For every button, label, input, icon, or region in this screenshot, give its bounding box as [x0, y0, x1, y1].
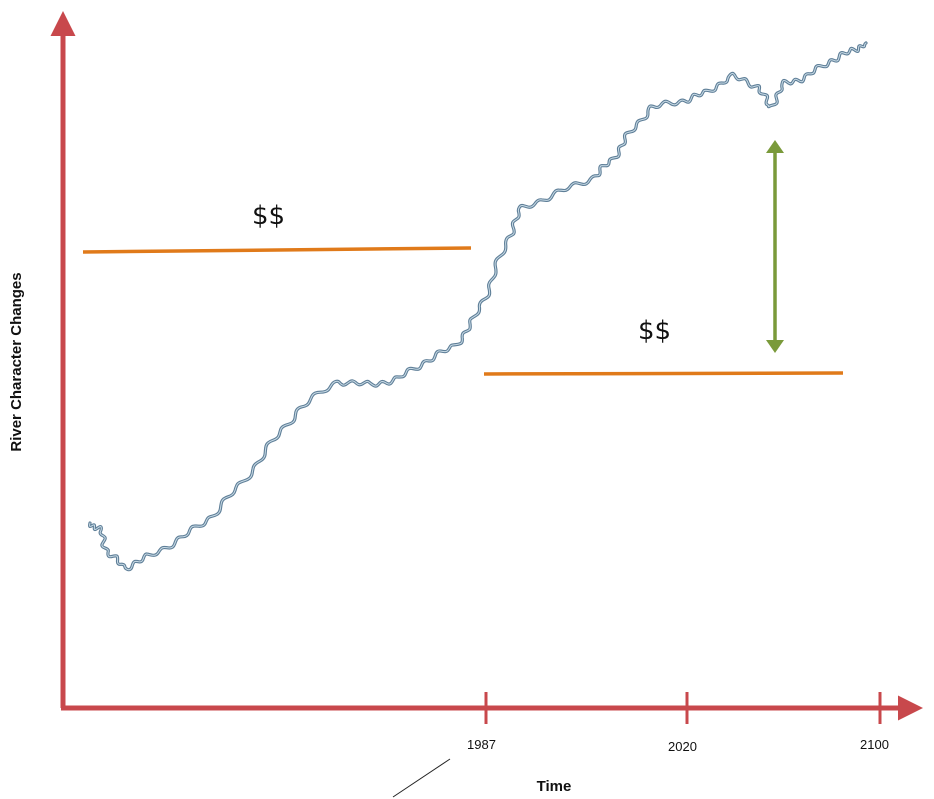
x-tick-label-2100: 2100 — [860, 737, 889, 752]
river-line-inner — [89, 42, 867, 571]
x-tick-label-1987: 1987 — [467, 737, 496, 752]
river-line — [87, 41, 868, 572]
y-axis-title: River Character Changes — [8, 272, 25, 451]
cost-line-after-1987 — [483, 371, 844, 376]
river-line-outer — [87, 41, 868, 572]
gap-double-arrow — [766, 140, 784, 353]
gap-arrow-head-bottom — [766, 340, 784, 353]
annotation-pointer-line — [392, 758, 451, 798]
cost-label-after-1987: $$ — [638, 316, 671, 346]
x-tick-label-2020: 2020 — [668, 739, 697, 754]
x-axis-title: Time — [537, 778, 572, 795]
gap-arrow-head-top — [766, 140, 784, 153]
cost-label-before-1987: $$ — [252, 201, 285, 231]
cost-line-before-1987 — [82, 246, 472, 254]
